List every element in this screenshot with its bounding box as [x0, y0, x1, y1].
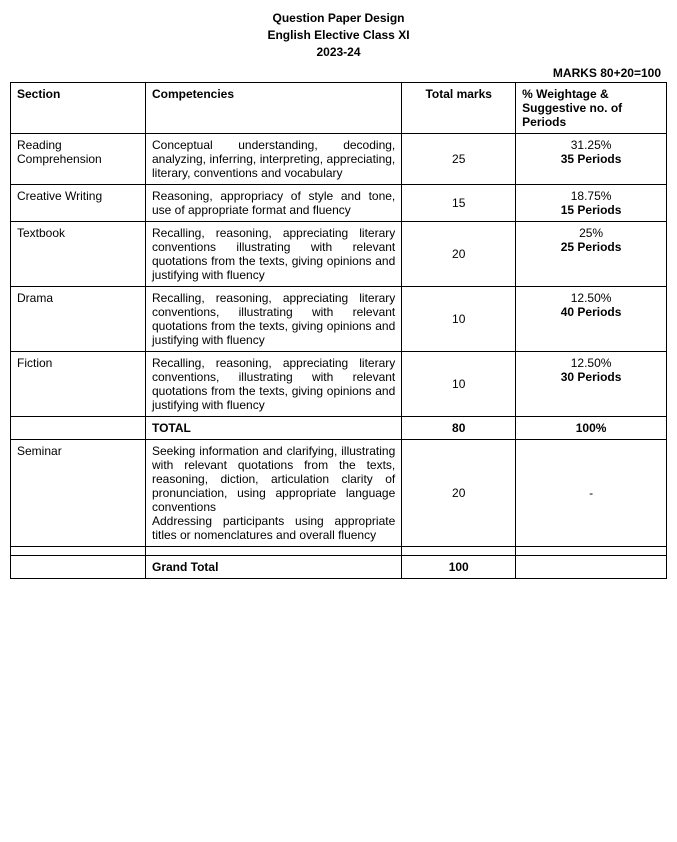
- header-year: 2023-24: [10, 44, 667, 61]
- spacer-row: [11, 547, 667, 556]
- cell-section: Seminar: [11, 440, 146, 547]
- cell-total-marks: 80: [402, 417, 516, 440]
- weight-periods: 35 Periods: [522, 152, 660, 166]
- marks-summary: MARKS 80+20=100: [10, 66, 667, 80]
- seminar-row: SeminarSeeking information and clarifyin…: [11, 440, 667, 547]
- weight-periods: 30 Periods: [522, 370, 660, 384]
- table-row: DramaRecalling, reasoning, appreciating …: [11, 287, 667, 352]
- table-row: Creative WritingReasoning, appropriacy o…: [11, 185, 667, 222]
- cell-section: Reading Comprehension: [11, 134, 146, 185]
- weight-periods: 15 Periods: [522, 203, 660, 217]
- cell-weightage: 25%25 Periods: [516, 222, 667, 287]
- cell-section: Drama: [11, 287, 146, 352]
- cell-total-label: TOTAL: [145, 417, 401, 440]
- cell-total-percent: 100%: [516, 417, 667, 440]
- cell-weightage: 31.25%35 Periods: [516, 134, 667, 185]
- cell-grand-total-marks: 100: [402, 556, 516, 579]
- table-row: Reading ComprehensionConceptual understa…: [11, 134, 667, 185]
- header-title-1: Question Paper Design: [10, 10, 667, 27]
- weight-percent: 12.50%: [522, 291, 660, 305]
- col-header-section: Section: [11, 83, 146, 134]
- cell-section: [11, 556, 146, 579]
- cell-competencies: Reasoning, appropriacy of style and tone…: [145, 185, 401, 222]
- weight-percent: 12.50%: [522, 356, 660, 370]
- table-row: TextbookRecalling, reasoning, appreciati…: [11, 222, 667, 287]
- weight-percent: 25%: [522, 226, 660, 240]
- cell-weightage: 12.50%30 Periods: [516, 352, 667, 417]
- cell-marks: 10: [402, 287, 516, 352]
- cell-grand-total-weight: [516, 556, 667, 579]
- cell-marks: 20: [402, 222, 516, 287]
- cell-marks: 20: [402, 440, 516, 547]
- cell-competencies: Recalling, reasoning, appreciating liter…: [145, 352, 401, 417]
- cell-weightage: 12.50%40 Periods: [516, 287, 667, 352]
- total-row: TOTAL80100%: [11, 417, 667, 440]
- cell-competencies: Recalling, reasoning, appreciating liter…: [145, 222, 401, 287]
- cell-section: Creative Writing: [11, 185, 146, 222]
- cell-competencies: Conceptual understanding, decoding, anal…: [145, 134, 401, 185]
- cell-section: Textbook: [11, 222, 146, 287]
- cell-weightage: -: [516, 440, 667, 547]
- col-header-competencies: Competencies: [145, 83, 401, 134]
- cell-grand-total-label: Grand Total: [145, 556, 401, 579]
- cell-section: [11, 417, 146, 440]
- header-title-2: English Elective Class XI: [10, 27, 667, 44]
- cell-section: Fiction: [11, 352, 146, 417]
- cell-weightage: 18.75%15 Periods: [516, 185, 667, 222]
- weight-periods: 40 Periods: [522, 305, 660, 319]
- table-row: FictionRecalling, reasoning, appreciatin…: [11, 352, 667, 417]
- col-header-marks: Total marks: [402, 83, 516, 134]
- cell-competencies: Seeking information and clarifying, illu…: [145, 440, 401, 547]
- weight-percent: 18.75%: [522, 189, 660, 203]
- design-table: Section Competencies Total marks % Weigh…: [10, 82, 667, 579]
- weight-percent: 31.25%: [522, 138, 660, 152]
- cell-competencies: Recalling, reasoning, appreciating liter…: [145, 287, 401, 352]
- table-header-row: Section Competencies Total marks % Weigh…: [11, 83, 667, 134]
- cell-marks: 10: [402, 352, 516, 417]
- grand-total-row: Grand Total100: [11, 556, 667, 579]
- weight-periods: 25 Periods: [522, 240, 660, 254]
- document-header: Question Paper Design English Elective C…: [10, 10, 667, 60]
- cell-marks: 25: [402, 134, 516, 185]
- cell-marks: 15: [402, 185, 516, 222]
- col-header-weightage: % Weightage & Suggestive no. of Periods: [516, 83, 667, 134]
